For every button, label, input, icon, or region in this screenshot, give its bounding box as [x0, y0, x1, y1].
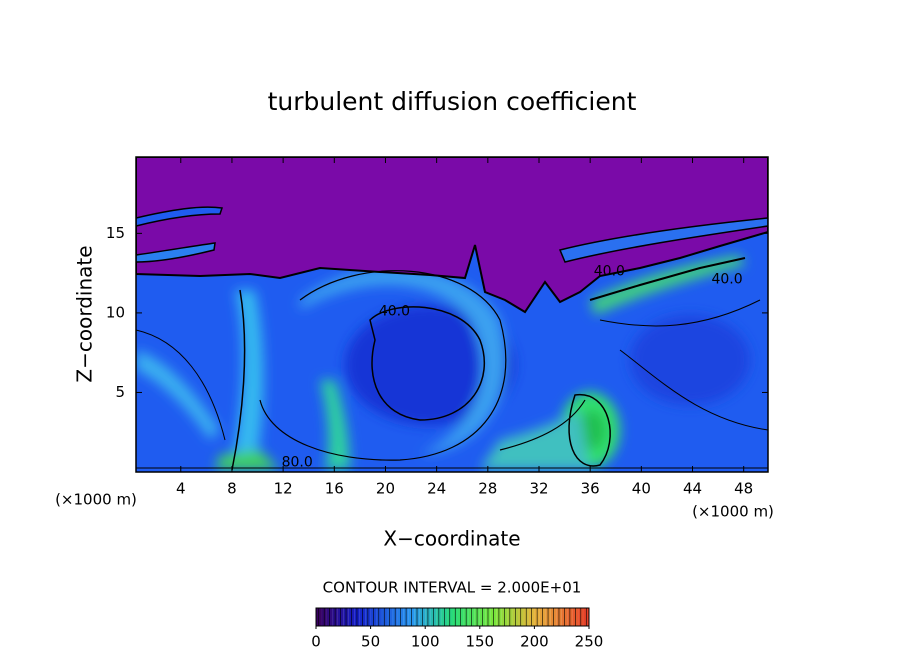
x-tick-label: 24	[427, 480, 446, 498]
colorbar-tick-label: 150	[465, 633, 494, 651]
colorbar-tick-label: 200	[520, 633, 549, 651]
x-tick-label: 12	[274, 480, 293, 498]
field-streak	[136, 242, 216, 263]
x-tick-label: 48	[734, 480, 753, 498]
y-axis-label: Z−coordinate	[73, 245, 97, 382]
contour-label: 40.0	[379, 303, 410, 319]
x-tick-label: 28	[478, 480, 497, 498]
field-streak	[558, 217, 768, 263]
contour-label: 40.0	[594, 264, 625, 280]
plot-frame	[135, 156, 769, 473]
y-tick-label: 15	[106, 224, 125, 242]
x-tick-label: 40	[632, 480, 651, 498]
x-tick-label: 44	[683, 480, 702, 498]
contour-label: 80.0	[282, 454, 313, 470]
x-tick-label: 20	[376, 480, 395, 498]
field-streak	[136, 206, 223, 227]
x-tick-label: 16	[325, 480, 344, 498]
x-axis-label: X−coordinate	[383, 527, 520, 551]
x-tick-label: 4	[176, 480, 186, 498]
field-shading	[136, 255, 750, 470]
contour-label: 40.0	[711, 272, 742, 288]
contour-lines	[136, 257, 768, 471]
contour-interval: CONTOUR INTERVAL = 2.000E+01	[323, 579, 582, 597]
y-unit-label: (×1000 m)	[55, 491, 137, 509]
x-tick-label: 8	[227, 480, 237, 498]
y-tick-label: 10	[106, 303, 125, 321]
field-top	[136, 157, 768, 314]
x-tick-label: 32	[529, 480, 548, 498]
y-tick-label: 5	[115, 383, 125, 401]
colorbar-tick-label: 0	[311, 633, 321, 651]
colorbar-tick-label: 50	[361, 633, 380, 651]
field	[136, 157, 768, 472]
colorbar-frame	[315, 607, 590, 627]
x-tick-label: 36	[581, 480, 600, 498]
colorbar-tick-label: 100	[411, 633, 440, 651]
x-unit-label: (×1000 m)	[692, 503, 774, 521]
colorbar-tick-label: 250	[575, 633, 604, 651]
chart-title: turbulent diffusion coefficient	[268, 87, 637, 116]
